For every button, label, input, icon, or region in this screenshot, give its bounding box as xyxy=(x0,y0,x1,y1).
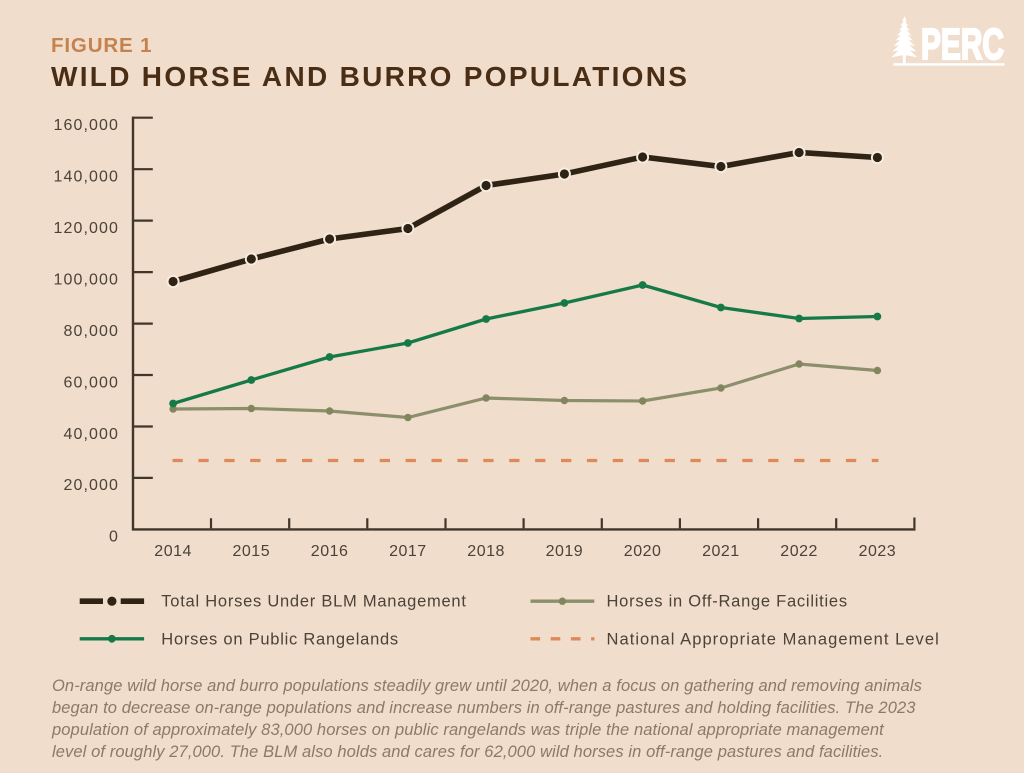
svg-text:140,000: 140,000 xyxy=(53,169,119,186)
svg-text:2021: 2021 xyxy=(702,543,740,560)
svg-text:PERC: PERC xyxy=(921,20,1004,69)
svg-text:80,000: 80,000 xyxy=(63,323,119,340)
svg-text:160,000: 160,000 xyxy=(53,117,119,134)
svg-text:2022: 2022 xyxy=(780,543,818,560)
svg-text:Total Horses Under BLM Managem: Total Horses Under BLM Management xyxy=(161,593,466,611)
svg-text:40,000: 40,000 xyxy=(63,426,119,443)
svg-text:2014: 2014 xyxy=(154,543,192,560)
svg-text:2023: 2023 xyxy=(859,543,897,560)
svg-text:100,000: 100,000 xyxy=(53,271,119,288)
svg-text:Horses in Off-Range Facilities: Horses in Off-Range Facilities xyxy=(607,593,848,611)
svg-text:120,000: 120,000 xyxy=(53,220,119,237)
svg-text:2017: 2017 xyxy=(389,543,427,560)
svg-text:2016: 2016 xyxy=(311,543,349,560)
svg-text:2020: 2020 xyxy=(624,543,662,560)
svg-text:20,000: 20,000 xyxy=(63,477,119,494)
svg-text:Horses on Public Rangelands: Horses on Public Rangelands xyxy=(161,630,399,648)
svg-text:0: 0 xyxy=(109,529,119,546)
svg-text:60,000: 60,000 xyxy=(63,374,119,391)
svg-text:2015: 2015 xyxy=(233,543,271,560)
svg-text:National Appropriate Managemen: National Appropriate Management Level xyxy=(607,630,940,648)
svg-text:2018: 2018 xyxy=(467,543,505,560)
svg-text:2019: 2019 xyxy=(546,543,584,560)
